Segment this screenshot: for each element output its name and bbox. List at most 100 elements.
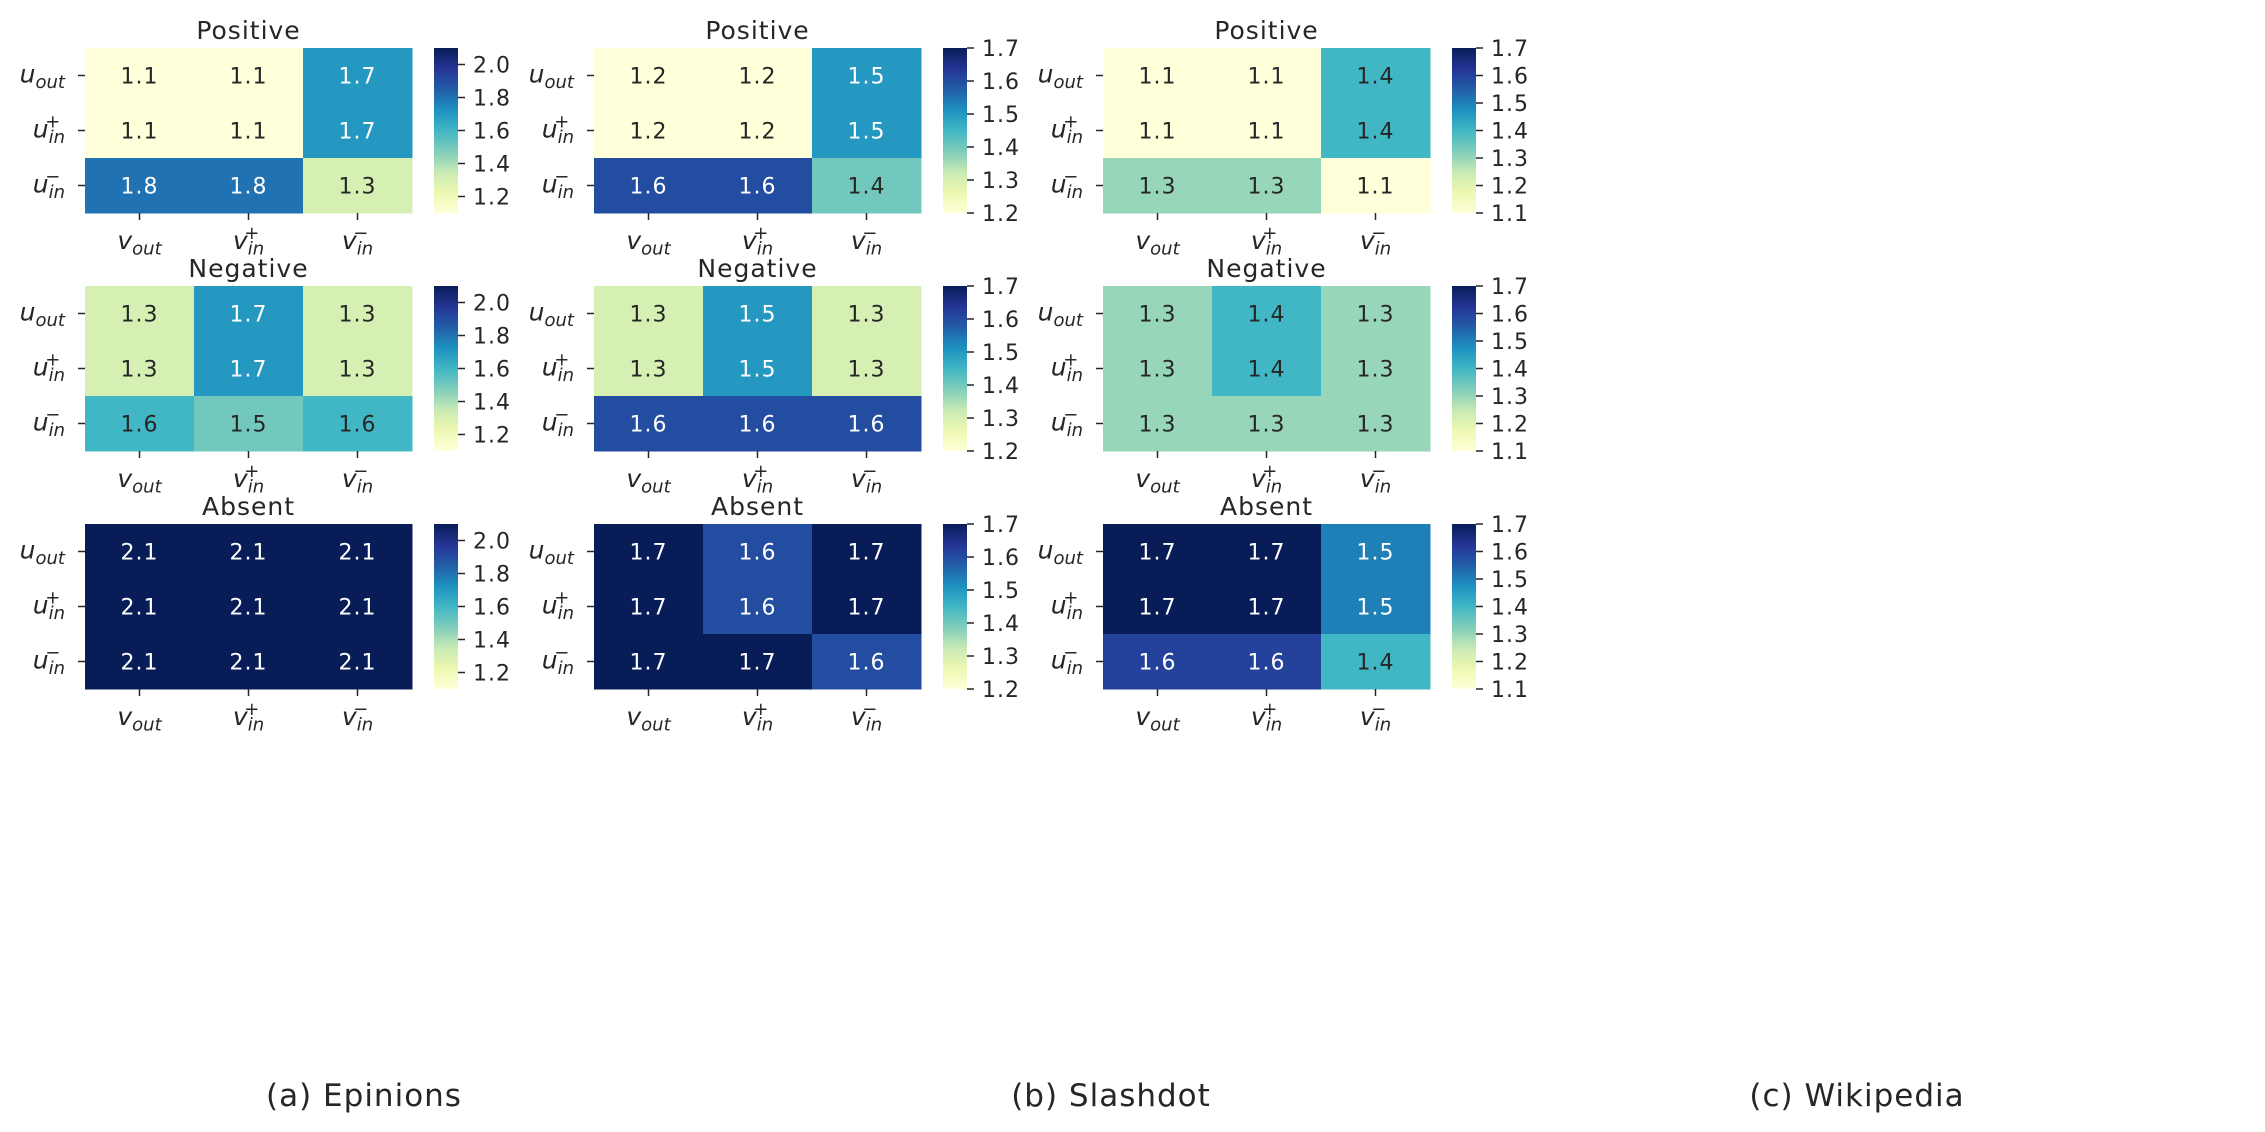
x-tick-label: vin+ xyxy=(742,223,773,260)
colorbar-tick-label: 2.0 xyxy=(473,292,511,317)
cell-value-label: 1.5 xyxy=(848,120,886,145)
cell-value-label: 1.3 xyxy=(1139,413,1177,438)
cell-value-label: 2.1 xyxy=(121,596,159,621)
colorbar-tick-label: 1.3 xyxy=(1491,147,1529,172)
colorbar-tick-label: 1.2 xyxy=(1491,175,1529,200)
colorbar-tick-label: 1.2 xyxy=(1491,413,1529,438)
cell-value-label: 1.8 xyxy=(230,175,268,200)
y-tick-label: uin− xyxy=(542,643,574,680)
panel-title: Positive xyxy=(196,16,300,45)
cell-value-label: 2.1 xyxy=(121,651,159,676)
cell-value-label: 1.7 xyxy=(848,596,886,621)
cell-value-label: 1.3 xyxy=(848,358,886,383)
x-tick-label: vin− xyxy=(851,699,882,736)
colorbar-tick-label: 1.1 xyxy=(1491,202,1529,227)
panel-title: Absent xyxy=(711,492,804,521)
cell-value-label: 1.5 xyxy=(739,358,777,383)
y-tick-label: uout xyxy=(20,298,66,332)
cell-value-label: 1.7 xyxy=(339,120,377,145)
heatmap-cell xyxy=(1212,103,1322,159)
cell-value-label: 1.7 xyxy=(230,358,268,383)
colorbar-tick-label: 1.5 xyxy=(982,103,1020,128)
colorbar-tick-label: 1.4 xyxy=(982,374,1020,399)
colorbar xyxy=(1452,48,1476,213)
heatmap-cell xyxy=(812,158,922,214)
heatmap-cell xyxy=(303,579,413,635)
cell-value-label: 1.2 xyxy=(739,120,777,145)
cell-value-label: 1.4 xyxy=(1357,120,1395,145)
cell-value-label: 1.4 xyxy=(848,175,886,200)
heatmap-epinions-positive: Positive 1.1 1.1 1.7 1.1 1.1 1.7 1.8 1.8 1.3 uout u… xyxy=(20,16,511,260)
colorbar-tick-label: 1.2 xyxy=(982,678,1020,703)
x-tick-label: vout xyxy=(1135,702,1180,736)
x-tick-label: vout xyxy=(1135,464,1180,498)
colorbar-tick-label: 1.2 xyxy=(982,440,1020,465)
colorbar-tick-label: 1.6 xyxy=(473,596,511,621)
colorbar-tick-label: 1.5 xyxy=(982,341,1020,366)
cell-value-label: 1.7 xyxy=(1248,596,1286,621)
caption-epinions: (a) Epinions xyxy=(266,1078,462,1114)
cell-value-label: 1.6 xyxy=(739,413,777,438)
heatmap-cell xyxy=(1212,48,1322,104)
heatmap-cell xyxy=(1212,158,1322,214)
heatmap-cell xyxy=(1212,286,1322,342)
heatmap-cell xyxy=(194,634,304,690)
cell-value-label: 1.3 xyxy=(121,303,159,328)
cell-value-label: 1.6 xyxy=(739,541,777,566)
heatmap-cell xyxy=(1103,103,1213,159)
heatmap-cell xyxy=(812,48,922,104)
x-tick-label: vin− xyxy=(342,699,373,736)
y-tick-label: uin− xyxy=(33,167,65,204)
cell-value-label: 1.6 xyxy=(739,175,777,200)
panel-title: Negative xyxy=(697,254,817,283)
cell-value-label: 1.7 xyxy=(630,651,668,676)
cell-value-label: 1.3 xyxy=(121,358,159,383)
colorbar-tick-label: 1.6 xyxy=(1491,303,1529,328)
y-tick-label: uin− xyxy=(33,405,65,442)
cell-value-label: 1.7 xyxy=(739,651,777,676)
colorbar-tick-label: 1.4 xyxy=(473,629,511,654)
x-tick-label: vin− xyxy=(342,461,373,498)
cell-value-label: 1.3 xyxy=(1248,175,1286,200)
heatmap-cell xyxy=(594,48,704,104)
heatmap-slashdot-positive: Positive 1.2 1.2 1.5 1.2 1.2 1.5 1.6 1.6 1.4 uout u… xyxy=(529,16,1020,260)
cell-value-label: 1.1 xyxy=(230,65,268,90)
colorbar-tick-label: 2.0 xyxy=(473,54,511,79)
colorbar-tick-label: 1.6 xyxy=(1491,541,1529,566)
colorbar xyxy=(943,524,967,689)
y-tick-label: uin+ xyxy=(1051,350,1083,387)
heatmap-cell xyxy=(703,48,813,104)
heatmap-cell xyxy=(703,341,813,397)
x-tick-label: vout xyxy=(1135,226,1180,260)
cell-value-label: 1.6 xyxy=(630,413,668,438)
colorbar-tick-label: 1.6 xyxy=(982,546,1020,571)
heatmap-cell xyxy=(812,286,922,342)
colorbar-tick-label: 1.6 xyxy=(473,120,511,145)
colorbar xyxy=(434,48,458,213)
colorbar-tick-label: 1.4 xyxy=(1491,358,1529,383)
heatmap-cell xyxy=(1321,48,1431,104)
heatmap-cell xyxy=(194,341,304,397)
heatmap-cell xyxy=(594,579,704,635)
panel-title: Absent xyxy=(202,492,295,521)
heatmap-cell xyxy=(703,524,813,580)
heatmap-cell xyxy=(1103,158,1213,214)
cell-value-label: 1.6 xyxy=(848,413,886,438)
colorbar-tick-label: 1.6 xyxy=(982,308,1020,333)
x-tick-label: vin+ xyxy=(1251,461,1282,498)
colorbar-tick-label: 1.7 xyxy=(982,513,1020,538)
heatmap-cell xyxy=(85,48,195,104)
y-tick-label: uin− xyxy=(33,643,65,680)
cell-value-label: 1.6 xyxy=(339,413,377,438)
colorbar-tick-label: 1.8 xyxy=(473,563,511,588)
colorbar-tick-label: 1.7 xyxy=(982,37,1020,62)
heatmap-cell xyxy=(594,286,704,342)
colorbar-tick-label: 1.2 xyxy=(1491,651,1529,676)
y-tick-label: uin+ xyxy=(542,588,574,625)
cell-value-label: 1.5 xyxy=(1357,596,1395,621)
cell-value-label: 1.5 xyxy=(1357,541,1395,566)
colorbar-tick-label: 1.1 xyxy=(1491,440,1529,465)
cell-value-label: 1.3 xyxy=(1139,175,1177,200)
